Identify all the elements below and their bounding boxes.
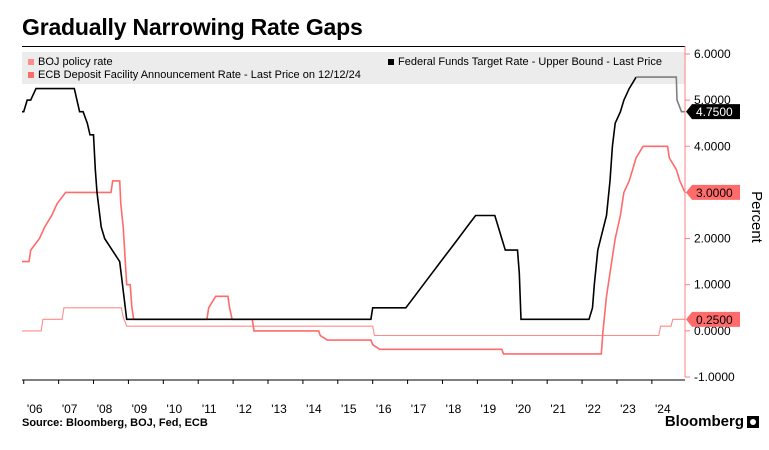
x-tick-label: '11 <box>202 402 217 416</box>
x-tick-label: '10 <box>167 402 183 416</box>
y-axis-title: Percent <box>748 191 765 244</box>
last-label-text-ecb: 3.0000 <box>696 186 733 200</box>
x-tick-label: '24 <box>655 402 671 416</box>
legend: BOJ policy rate ECB Deposit Facility Ann… <box>22 52 685 84</box>
legend-label-fed: Federal Funds Target Rate - Upper Bound … <box>398 56 662 68</box>
x-tick-label: '20 <box>515 402 531 416</box>
last-label-text-boj: 0.2500 <box>696 313 733 327</box>
x-axis: '06 '07 '08 '09 '10 '11 '12 '13 '14 '15 '16 '17 '18 '… <box>22 379 685 416</box>
x-tick-label: '19 <box>481 402 497 416</box>
chart-title: Gradually Narrowing Rate Gaps <box>22 14 363 40</box>
last-label-bg-boj <box>686 311 740 327</box>
x-tick-label: '22 <box>585 402 601 416</box>
plot-lines <box>22 76 686 355</box>
legend-swatch-boj <box>28 59 34 65</box>
x-tick-label: '12 <box>236 402 252 416</box>
bloomberg-icon <box>747 415 759 428</box>
legend-label-ecb: ECB Deposit Facility Announcement Rate -… <box>38 69 361 81</box>
y-tick-label: 0.0000 <box>694 324 731 338</box>
last-label-bg-fed <box>686 104 740 120</box>
last-label-text-fed: 4.7500 <box>696 105 733 119</box>
x-tick-label: '13 <box>271 402 287 416</box>
y-tick-label: 5.0000 <box>694 93 731 107</box>
x-tick-label: '14 <box>306 402 322 416</box>
x-tick-label: '16 <box>376 402 392 416</box>
last-label-boj: 0.2500 <box>686 311 740 327</box>
x-tick-label: '08 <box>97 402 113 416</box>
series-line-fed_recent <box>636 76 685 113</box>
last-value-labels: 4.7500 3.0000 0.2500 <box>686 104 740 327</box>
y-tick-label: -1.0000 <box>694 370 735 384</box>
x-tick-label: '06 <box>27 402 43 416</box>
y-tick-label: 6.0000 <box>694 47 731 61</box>
legend-swatch-ecb <box>28 72 34 78</box>
series-line-boj <box>22 307 685 337</box>
y-tick-label: 2.0000 <box>694 232 731 246</box>
series-line-fed <box>22 76 637 321</box>
series-line-ecb <box>22 145 686 355</box>
x-tick-label: '17 <box>411 402 427 416</box>
x-tick-label: '07 <box>62 402 78 416</box>
legend-swatch-fed <box>388 59 394 65</box>
x-tick-label: '15 <box>341 402 357 416</box>
y-tick-label: 1.0000 <box>694 278 731 292</box>
x-tick-label: '18 <box>446 402 462 416</box>
last-label-fed: 4.7500 <box>686 104 740 120</box>
source-note: Source: Bloomberg, BOJ, Fed, ECB <box>22 417 208 429</box>
x-tick-label: '21 <box>550 402 566 416</box>
x-tick-label: '23 <box>620 402 636 416</box>
last-label-ecb: 3.0000 <box>686 184 740 200</box>
legend-label-boj: BOJ policy rate <box>38 56 113 68</box>
legend-item-fed: Federal Funds Target Rate - Upper Bound … <box>388 56 662 68</box>
title-divider <box>22 46 685 47</box>
brand-name: Bloomberg <box>664 413 744 430</box>
bloomberg-logo: Bloomberg <box>665 413 759 430</box>
y-tick-label: 4.0000 <box>694 139 731 153</box>
legend-item-boj: BOJ policy rate <box>28 56 113 68</box>
x-tick-label: '09 <box>132 402 148 416</box>
y-axis: 6.0000 5.0000 4.0000 3.0000 2.0000 1.0000 0.00… <box>684 46 735 384</box>
legend-item-ecb: ECB Deposit Facility Announcement Rate -… <box>28 69 361 81</box>
last-label-bg-ecb <box>686 184 740 200</box>
